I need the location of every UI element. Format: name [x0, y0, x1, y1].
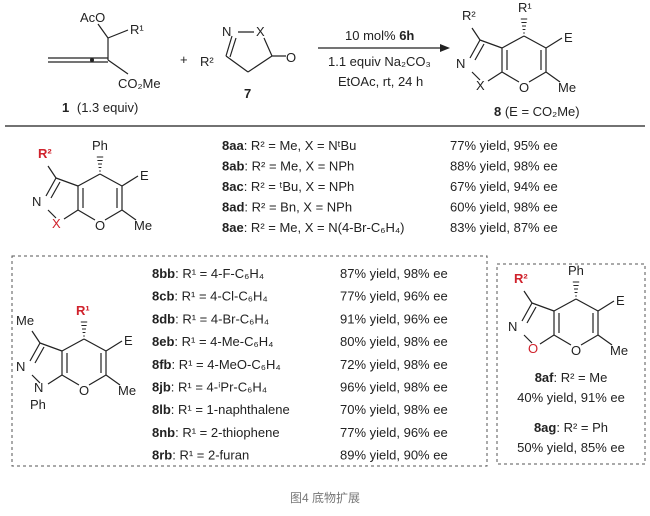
entry-label: 8eb: R¹ = 4-Me-C₆H₄	[152, 334, 273, 349]
isoxazole-structure: R² Ph E Me N O O	[508, 263, 628, 358]
entry-label: 8db: R¹ = 4-Br-C₆H₄	[152, 311, 269, 326]
r1-variation-structure: Me R¹ E Me N N Ph O	[16, 303, 136, 412]
o-label: O	[571, 343, 581, 358]
r2-label: R²	[514, 271, 528, 286]
entry-result: 89% yield, 90% ee	[340, 448, 448, 463]
bond-skeleton	[45, 165, 139, 221]
isoxazole-entry: 8af: R² = Me 40% yield, 91% ee 8ag: R² =…	[517, 370, 625, 455]
entry-result: 40% yield, 91% ee	[517, 390, 625, 405]
reactant-7-caption: 7	[244, 86, 251, 101]
r2-label: R²	[200, 54, 214, 69]
product-8-caption: 8 (E = CO₂Me)	[494, 104, 580, 119]
n1-label: N	[34, 380, 43, 395]
entry-result: 50% yield, 85% ee	[517, 440, 625, 455]
bond-skeleton	[29, 330, 123, 386]
solvent-condition: EtOAc, rt, 24 h	[338, 74, 423, 89]
methyl-label: Me	[16, 313, 34, 328]
base-condition: 1.1 equiv Na₂CO₃	[328, 54, 431, 69]
n-label: N	[16, 359, 25, 374]
r1-label: R¹	[76, 303, 90, 318]
e-label: E	[140, 168, 149, 183]
entry-result: 77% yield, 96% ee	[340, 289, 448, 304]
o-label: O	[519, 80, 529, 95]
e-label: E	[564, 30, 573, 45]
n-label: N	[456, 56, 465, 71]
entry-label: 8nb: R¹ = 2-thiophene	[152, 425, 280, 440]
reactant-7-structure: N X R² O 7	[200, 24, 296, 101]
entry-result: 91% yield, 96% ee	[340, 311, 448, 326]
ph-label: Ph	[568, 263, 584, 278]
bond-skeleton	[521, 290, 615, 346]
ph-label: Ph	[92, 138, 108, 153]
entry-label: 8rb: R¹ = 2-furan	[152, 448, 249, 463]
n-label: N	[508, 319, 517, 334]
x-variation-table: 8aa: R² = Me, X = NᵗBu 77% yield, 95% ee 8…	[222, 138, 558, 235]
entry-label: 8ag: R² = Ph	[534, 420, 608, 435]
ester-label: CO₂Me	[118, 76, 161, 91]
entry-result: 77% yield, 96% ee	[340, 425, 448, 440]
entry-label: 8af: R² = Me	[535, 370, 608, 385]
plus-sign: +	[180, 52, 188, 67]
entry-label: 8ac: R² = ᵗBu, X = NPh	[222, 179, 354, 194]
entry-result: 80% yield, 98% ee	[340, 334, 448, 349]
x-label: X	[476, 78, 485, 93]
n-phenyl-label: Ph	[30, 397, 46, 412]
r1-label: R¹	[130, 22, 144, 37]
x-variation-structure: R² Ph E Me N X O	[32, 138, 152, 233]
entry-result: 77% yield, 95% ee	[450, 138, 558, 153]
entry-result: 88% yield, 98% ee	[450, 159, 558, 174]
catalyst-condition: 10 mol% 6h	[345, 28, 414, 43]
me-label: Me	[558, 80, 576, 95]
n-label: N	[222, 24, 231, 39]
entry-result: 60% yield, 98% ee	[450, 200, 558, 215]
entry-result: 96% yield, 98% ee	[340, 380, 448, 395]
entry-label: 8ae: R² = Me, X = N(4-Br-C₆H₄)	[222, 220, 405, 235]
n-label: N	[32, 194, 41, 209]
entry-result: 87% yield, 98% ee	[340, 266, 448, 281]
entry-label: 8jb: R¹ = 4-ⁱPr-C₆H₄	[152, 380, 267, 395]
r1-label: R¹	[518, 0, 532, 15]
entry-result: 72% yield, 98% ee	[340, 357, 448, 372]
r2-label: R²	[38, 146, 52, 161]
entry-label: 8ab: R² = Me, X = NPh	[222, 159, 354, 174]
entry-result: 70% yield, 98% ee	[340, 402, 448, 417]
acetoxy-label: AcO	[80, 10, 105, 25]
entry-result: 67% yield, 94% ee	[450, 179, 558, 194]
bond-skeleton	[469, 27, 563, 83]
entry-label: 8ad: R² = Bn, X = NPh	[222, 200, 352, 215]
entry-label: 8cb: R¹ = 4-Cl-C₆H₄	[152, 289, 268, 304]
me-label: Me	[118, 383, 136, 398]
reactant-1-structure: AcO R¹ CO₂Me 1 (1.3 equiv)	[48, 10, 161, 115]
isoxazole-box	[496, 263, 646, 465]
carbonyl-o-label: O	[286, 50, 296, 65]
x-label: X	[256, 24, 265, 39]
entry-label: 8aa: R² = Me, X = NᵗBu	[222, 138, 356, 153]
product-8-structure: R² R¹ E Me N X O	[456, 0, 576, 95]
e-label: E	[616, 293, 625, 308]
o-label: O	[79, 383, 89, 398]
e-label: E	[124, 333, 133, 348]
reactant-1-caption: 1 (1.3 equiv)	[62, 100, 138, 115]
r1-variation-table: 8bb: R¹ = 4-F-C₆H₄ 87% yield, 98% ee 8cb: …	[152, 266, 448, 463]
entry-label: 8bb: R¹ = 4-F-C₆H₄	[152, 266, 264, 281]
reaction-arrow: 10 mol% 6h 1.1 equiv Na₂CO₃ EtOAc, rt, 2…	[318, 28, 450, 89]
entry-result: 83% yield, 87% ee	[450, 220, 558, 235]
o-label: O	[95, 218, 105, 233]
r2-label: R²	[462, 8, 476, 23]
figure-caption: 图4 底物扩展	[290, 490, 360, 505]
me-label: Me	[134, 218, 152, 233]
ring-o-label: O	[528, 341, 538, 356]
entry-label: 8fb: R¹ = 4-MeO-C₆H₄	[152, 357, 281, 372]
me-label: Me	[610, 343, 628, 358]
x-label: X	[52, 216, 61, 231]
entry-label: 8lb: R¹ = 1-naphthalene	[152, 402, 290, 417]
